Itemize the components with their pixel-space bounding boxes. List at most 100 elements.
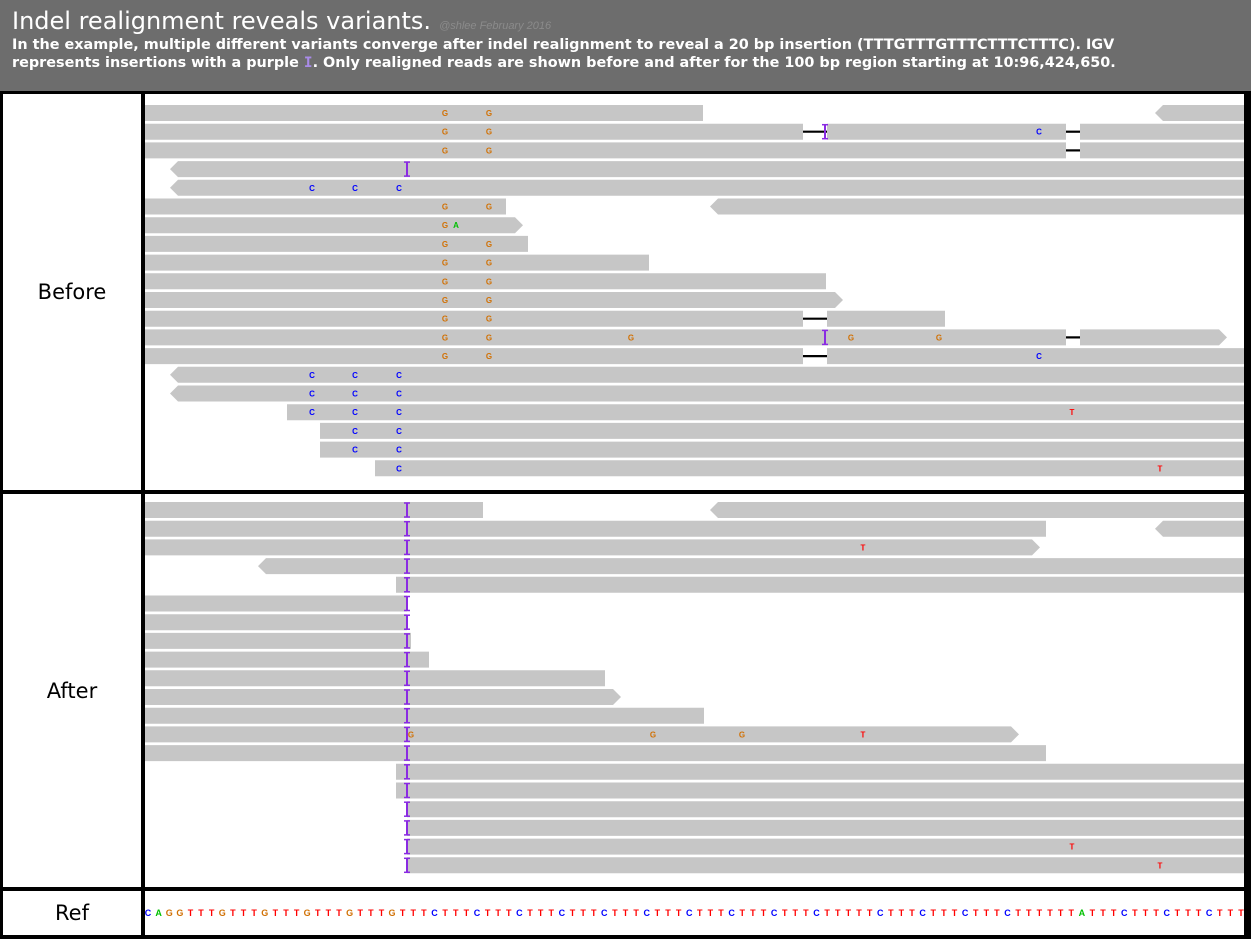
reference-base: C (771, 908, 778, 918)
reference-base: T (209, 908, 215, 918)
reference-base: T (326, 908, 332, 918)
reference-base: T (899, 908, 905, 918)
mismatch-base: C (396, 446, 402, 455)
mismatch-base: G (442, 333, 448, 342)
read-segment (145, 273, 826, 290)
reference-base: T (793, 908, 799, 918)
read-segment (145, 632, 411, 649)
read-segment (145, 310, 803, 327)
reference-base: T (909, 908, 915, 918)
reference-base: T (1111, 908, 1117, 918)
reference-base: C (813, 908, 820, 918)
mismatch-base: G (936, 333, 942, 342)
read-segment (145, 539, 1040, 556)
read-segment (1080, 142, 1244, 159)
read-segment (287, 404, 1244, 421)
mismatch-base: G (486, 315, 492, 324)
read-segment (827, 348, 1244, 365)
read-segment (145, 670, 605, 687)
reference-base: T (580, 908, 586, 918)
reference-base: T (740, 908, 746, 918)
reference-base: T (548, 908, 554, 918)
reference-base: G (219, 908, 226, 918)
read-segment (320, 441, 1244, 458)
reference-base: C (919, 908, 926, 918)
reference-base: T (442, 908, 448, 918)
read-segment (170, 385, 1244, 402)
reference-base: C (559, 908, 566, 918)
reference-base: T (931, 908, 937, 918)
read-segment (145, 520, 1046, 537)
reference-base: T (612, 908, 618, 918)
reference-base: T (1228, 908, 1234, 918)
reference-base: A (1079, 908, 1086, 918)
read-segment (145, 217, 523, 234)
mismatch-base: G (442, 315, 448, 324)
reference-base: T (251, 908, 257, 918)
mismatch-base: G (486, 277, 492, 286)
mismatch-base: G (442, 296, 448, 305)
reference-base: T (283, 908, 289, 918)
read-segment (396, 782, 1244, 799)
reference-base: T (941, 908, 947, 918)
mismatch-base: C (352, 408, 358, 417)
reference-base: T (1100, 908, 1106, 918)
reference-base: T (655, 908, 661, 918)
reference-base: T (294, 908, 300, 918)
reference-base: T (400, 908, 406, 918)
reference-base: A (155, 908, 162, 918)
mismatch-base: G (739, 730, 745, 739)
reference-base: T (538, 908, 544, 918)
description-line-1: In the example, multiple different varia… (12, 37, 1115, 53)
read-segment (396, 763, 1244, 780)
mismatch-base: C (352, 184, 358, 193)
mismatch-base: G (486, 128, 492, 137)
mismatch-base: C (352, 371, 358, 380)
reference-base: C (1121, 908, 1128, 918)
reference-base: T (697, 908, 703, 918)
reference-base: G (176, 908, 183, 918)
reference-base: T (718, 908, 724, 918)
reference-base: T (1185, 908, 1191, 918)
reference-base: C (601, 908, 608, 918)
mismatch-base: T (861, 730, 866, 739)
read-segment (145, 595, 407, 612)
mismatch-base: C (309, 390, 315, 399)
mismatch-base: G (442, 146, 448, 155)
mismatch-base: C (352, 427, 358, 436)
reference-base: T (1196, 908, 1202, 918)
reference-base: T (464, 908, 470, 918)
mismatch-base: G (486, 333, 492, 342)
reference-base: T (198, 908, 204, 918)
mismatch-base: G (650, 730, 656, 739)
reference-base: T (273, 908, 279, 918)
read-segment (145, 123, 803, 140)
reference-base: T (1015, 908, 1021, 918)
title-line: Indel realignment reveals variants. @shle… (12, 6, 1251, 36)
reference-base: C (1206, 908, 1213, 918)
reference-base: T (824, 908, 830, 918)
read-segment (170, 366, 1244, 383)
read-segment (145, 614, 407, 631)
read-segment (170, 161, 1244, 178)
reference-base: C (474, 908, 481, 918)
reference-base: T (994, 908, 1000, 918)
figure-title: Indel realignment reveals variants. (12, 7, 432, 35)
mismatch-base: C (352, 390, 358, 399)
read-segment (710, 502, 1244, 518)
reference-base: C (643, 908, 650, 918)
read-segment (145, 329, 1066, 346)
mismatch-base: G (442, 259, 448, 268)
mismatch-base: G (486, 146, 492, 155)
mismatch-base: C (396, 408, 402, 417)
mismatch-base: G (408, 730, 414, 739)
reference-base: T (357, 908, 363, 918)
read-segment (145, 142, 1066, 159)
reference-base: T (591, 908, 597, 918)
mismatch-base: G (486, 203, 492, 212)
read-segment (145, 651, 429, 668)
reference-base: G (166, 908, 173, 918)
reference-base: T (984, 908, 990, 918)
mismatch-base: G (442, 277, 448, 286)
